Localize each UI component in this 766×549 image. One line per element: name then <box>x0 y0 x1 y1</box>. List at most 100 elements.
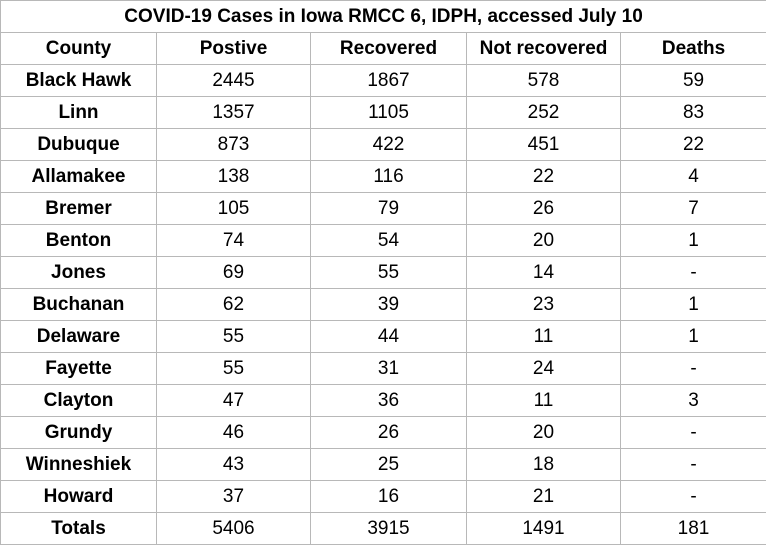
value-cell: 22 <box>619 128 766 161</box>
county-cell: Grundy <box>0 416 157 449</box>
table-row: Clayton 47 36 11 3 <box>0 384 766 417</box>
value-cell: 1867 <box>310 64 467 97</box>
value-cell: 451 <box>466 128 621 161</box>
value-cell: 18 <box>466 448 621 481</box>
value-cell: 46 <box>156 416 311 449</box>
value-cell: 105 <box>156 192 311 225</box>
table-body: Black Hawk 2445 1867 578 59 Linn 1357 1105 252 83… <box>0 64 766 545</box>
value-cell: 44 <box>310 320 467 353</box>
value-cell: 24 <box>466 352 621 385</box>
value-cell: - <box>619 448 766 481</box>
table-row: Howard 37 16 21- <box>0 480 766 513</box>
value-cell: 873 <box>156 128 311 161</box>
column-header: Deaths <box>619 32 766 65</box>
table-row: Fayette 55 31 24- <box>0 352 766 385</box>
table-row: Dubuque 873 422 451 22 <box>0 128 766 161</box>
table-row: Black Hawk 2445 1867 578 59 <box>0 64 766 97</box>
value-cell: - <box>619 416 766 449</box>
value-cell: 116 <box>310 160 467 193</box>
value-cell: 11 <box>466 320 621 353</box>
county-cell: Totals <box>0 512 157 545</box>
value-cell: 83 <box>619 96 766 129</box>
value-cell: 1491 <box>466 512 621 545</box>
value-cell: 181 <box>619 512 766 545</box>
value-cell: 31 <box>310 352 467 385</box>
county-cell: Linn <box>0 96 157 129</box>
header-row: County Postive Recovered Not recovered Death… <box>0 32 766 65</box>
value-cell: - <box>619 480 766 513</box>
value-cell: - <box>619 256 766 289</box>
value-cell: 39 <box>310 288 467 321</box>
value-cell: 11 <box>466 384 621 417</box>
value-cell: 21 <box>466 480 621 513</box>
value-cell: 1 <box>619 224 766 257</box>
title-row: COVID-19 Cases in Iowa RMCC 6, IDPH, acc… <box>0 0 766 33</box>
value-cell: 55 <box>310 256 467 289</box>
column-header: Postive <box>156 32 311 65</box>
value-cell: 138 <box>156 160 311 193</box>
table-row: Delaware 55 44 11 1 <box>0 320 766 353</box>
table-row: Benton 74 54 20 1 <box>0 224 766 257</box>
value-cell: 26 <box>466 192 621 225</box>
county-cell: Winneshiek <box>0 448 157 481</box>
column-header: County <box>0 32 157 65</box>
value-cell: 23 <box>466 288 621 321</box>
value-cell: 14 <box>466 256 621 289</box>
value-cell: 55 <box>156 352 311 385</box>
value-cell: 7 <box>619 192 766 225</box>
value-cell: 20 <box>466 224 621 257</box>
table-row: Allamakee 138 116 22 4 <box>0 160 766 193</box>
county-cell: Delaware <box>0 320 157 353</box>
value-cell: 54 <box>310 224 467 257</box>
county-cell: Benton <box>0 224 157 257</box>
value-cell: 25 <box>310 448 467 481</box>
value-cell: 1 <box>619 288 766 321</box>
county-cell: Bremer <box>0 192 157 225</box>
table-row: Grundy 46 26 20- <box>0 416 766 449</box>
value-cell: 422 <box>310 128 467 161</box>
value-cell: 2445 <box>156 64 311 97</box>
county-cell: Black Hawk <box>0 64 157 97</box>
value-cell: 47 <box>156 384 311 417</box>
value-cell: 20 <box>466 416 621 449</box>
value-cell: - <box>619 352 766 385</box>
value-cell: 1357 <box>156 96 311 129</box>
county-cell: Fayette <box>0 352 157 385</box>
county-cell: Clayton <box>0 384 157 417</box>
county-cell: Dubuque <box>0 128 157 161</box>
value-cell: 62 <box>156 288 311 321</box>
table-row: Linn 1357 1105 252 83 <box>0 96 766 129</box>
value-cell: 5406 <box>156 512 311 545</box>
table-row: Buchanan 62 39 23 1 <box>0 288 766 321</box>
table-row: Winneshiek 43 25 18- <box>0 448 766 481</box>
column-header: Not recovered <box>466 32 621 65</box>
value-cell: 1 <box>619 320 766 353</box>
value-cell: 1105 <box>310 96 467 129</box>
table-row: Jones 69 55 14- <box>0 256 766 289</box>
table-row: Bremer 105 79 26 7 <box>0 192 766 225</box>
value-cell: 252 <box>466 96 621 129</box>
value-cell: 4 <box>619 160 766 193</box>
county-cell: Buchanan <box>0 288 157 321</box>
value-cell: 26 <box>310 416 467 449</box>
value-cell: 74 <box>156 224 311 257</box>
totals-row: Totals 5406 3915 1491 181 <box>0 512 766 545</box>
value-cell: 79 <box>310 192 467 225</box>
value-cell: 37 <box>156 480 311 513</box>
value-cell: 16 <box>310 480 467 513</box>
county-cell: Allamakee <box>0 160 157 193</box>
value-cell: 59 <box>619 64 766 97</box>
table-title: COVID-19 Cases in Iowa RMCC 6, IDPH, acc… <box>0 0 766 33</box>
value-cell: 578 <box>466 64 621 97</box>
column-header: Recovered <box>310 32 467 65</box>
value-cell: 22 <box>466 160 621 193</box>
value-cell: 3915 <box>310 512 467 545</box>
value-cell: 36 <box>310 384 467 417</box>
value-cell: 69 <box>156 256 311 289</box>
value-cell: 43 <box>156 448 311 481</box>
value-cell: 3 <box>619 384 766 417</box>
county-cell: Jones <box>0 256 157 289</box>
value-cell: 55 <box>156 320 311 353</box>
